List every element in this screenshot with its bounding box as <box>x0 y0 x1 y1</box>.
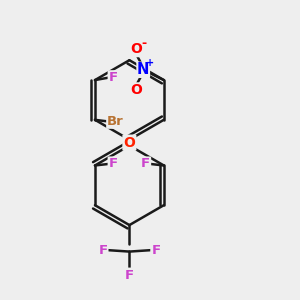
Text: F: F <box>151 244 160 256</box>
Text: F: F <box>98 244 107 256</box>
Text: F: F <box>109 71 118 84</box>
Text: O: O <box>130 42 142 56</box>
Text: N: N <box>137 62 149 77</box>
Text: F: F <box>109 158 118 170</box>
Text: O: O <box>124 136 135 150</box>
Text: -: - <box>142 37 147 50</box>
Text: O: O <box>130 83 142 98</box>
Text: Br: Br <box>107 115 124 128</box>
Text: F: F <box>125 268 134 282</box>
Text: +: + <box>146 58 154 68</box>
Text: F: F <box>141 158 150 170</box>
